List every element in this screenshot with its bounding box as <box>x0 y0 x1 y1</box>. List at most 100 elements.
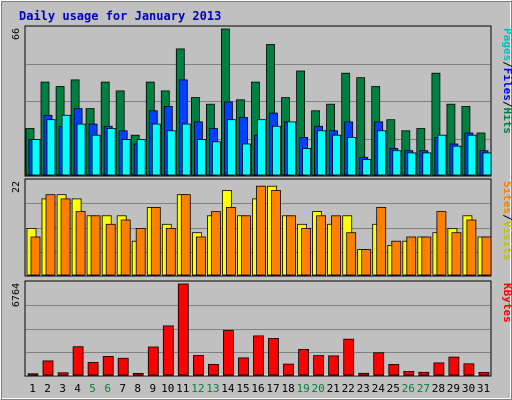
panel-3: 6764 KBytes <box>11 280 512 377</box>
x-tick-day-14: 14 <box>221 382 235 395</box>
bar-pages-day-23 <box>362 159 372 176</box>
bar-pages-day-3 <box>61 114 71 176</box>
bar-pages-day-31 <box>482 152 492 176</box>
bar-kbytes-day-22 <box>343 338 355 376</box>
bar-kbytes-day-10 <box>162 325 174 376</box>
bar-pages-day-1 <box>31 139 41 176</box>
x-tick-day-9: 9 <box>149 382 156 395</box>
bar-sites-day-15 <box>241 215 251 276</box>
bar-sites-day-9 <box>150 206 161 276</box>
bar-sites-day-4 <box>75 211 86 276</box>
bar-sites-day-20 <box>316 215 327 276</box>
legend-entry: Visits <box>501 221 512 261</box>
bar-pages-day-19 <box>302 148 312 176</box>
x-tick-day-8: 8 <box>134 382 141 395</box>
bar-pages-day-5 <box>91 134 101 176</box>
bar-sites-day-13 <box>210 211 221 276</box>
x-tick-day-31: 31 <box>477 382 490 395</box>
bar-sites-day-11 <box>180 194 191 276</box>
bar-pages-day-13 <box>211 141 221 176</box>
panel-legend: Pages/Files/Hits <box>501 28 512 134</box>
bar-sites-day-5 <box>90 215 101 276</box>
bar-sites-day-28 <box>436 211 447 276</box>
x-tick-day-12: 12 <box>191 382 204 395</box>
bar-kbytes-day-19 <box>298 348 310 376</box>
bar-kbytes-day-25 <box>388 363 400 376</box>
panel-2: 22 Sites/Visits <box>11 178 512 277</box>
x-tick-labels: 1 2 3 4 5 6 7 8 9 10 11 12 13 14 15 16 17 18 19 20 21 22 23 24 2… <box>29 382 490 395</box>
bar-kbytes-day-30 <box>463 363 475 376</box>
panel-legend: KBytes <box>501 283 512 323</box>
x-tick-day-18: 18 <box>281 382 294 395</box>
bar-sites-day-6 <box>105 223 116 276</box>
bar-pages-day-7 <box>121 139 131 176</box>
x-tick-day-10: 10 <box>161 382 174 395</box>
bar-sites-day-23 <box>361 249 372 276</box>
x-tick-day-5: 5 <box>89 382 96 395</box>
bar-pages-day-10 <box>166 130 176 176</box>
x-tick-day-19: 19 <box>296 382 309 395</box>
bar-pages-day-29 <box>452 145 462 176</box>
legend-entry: / <box>501 214 512 221</box>
bar-pages-day-8 <box>136 139 146 176</box>
bar-kbytes-day-5 <box>87 362 99 376</box>
bar-pages-day-30 <box>467 134 477 176</box>
x-tick-day-15: 15 <box>236 382 249 395</box>
bar-sites-day-29 <box>451 232 462 276</box>
x-tick-day-16: 16 <box>251 382 264 395</box>
bar-kbytes-day-14 <box>222 330 234 376</box>
bar-pages-day-9 <box>151 123 161 176</box>
axis-max-label: 66 <box>11 28 22 40</box>
x-tick-day-27: 27 <box>417 382 430 395</box>
bar-kbytes-day-26 <box>403 370 415 376</box>
x-tick-day-22: 22 <box>342 382 355 395</box>
legend-entry: Pages <box>501 28 512 61</box>
bar-kbytes-day-4 <box>72 346 84 376</box>
bar-sites-day-10 <box>165 228 176 276</box>
legend-entry: / <box>501 61 512 68</box>
bar-sites-day-8 <box>135 228 146 276</box>
bar-pages-day-15 <box>242 143 251 176</box>
bar-kbytes-day-17 <box>268 337 279 376</box>
chart-title: Daily usage for January 2013 <box>19 9 221 23</box>
bar-kbytes-day-16 <box>253 335 264 376</box>
bar-sites-day-31 <box>481 236 492 276</box>
axis-max-label: 22 <box>11 181 22 193</box>
bar-kbytes-day-3 <box>57 372 69 376</box>
bar-pages-day-6 <box>106 128 116 176</box>
bar-pages-day-2 <box>46 119 56 176</box>
bar-kbytes-day-6 <box>102 355 114 376</box>
bar-sites-day-25 <box>391 240 402 276</box>
bar-pages-day-25 <box>392 150 402 176</box>
bar-pages-day-12 <box>196 139 206 176</box>
x-tick-day-24: 24 <box>372 382 386 395</box>
bar-pages-day-11 <box>181 123 191 176</box>
bar-kbytes-day-11 <box>177 283 189 376</box>
bar-sites-day-22 <box>346 232 357 276</box>
x-tick-day-17: 17 <box>266 382 279 395</box>
x-tick-day-3: 3 <box>59 382 66 395</box>
bar-pages-day-21 <box>332 134 342 176</box>
x-tick-day-7: 7 <box>119 382 126 395</box>
x-tick-day-6: 6 <box>104 382 111 395</box>
x-tick-day-25: 25 <box>387 382 400 395</box>
x-tick-day-4: 4 <box>74 382 81 395</box>
bar-sites-day-3 <box>60 198 71 276</box>
bar-sites-day-2 <box>45 194 56 276</box>
bar-kbytes-day-1 <box>27 373 39 376</box>
bar-kbytes-day-24 <box>373 352 385 376</box>
x-tick-day-23: 23 <box>357 382 370 395</box>
bar-kbytes-day-23 <box>358 372 370 376</box>
bar-sites-day-16 <box>256 185 266 276</box>
panels: 66Pages/Files/Hits22Sites/Visits6764KByt… <box>11 25 512 377</box>
x-tick-day-1: 1 <box>29 382 36 395</box>
bar-pages-day-16 <box>257 119 266 176</box>
bar-sites-day-18 <box>286 215 296 276</box>
bar-kbytes-day-8 <box>132 372 144 376</box>
bar-sites-day-26 <box>406 236 417 276</box>
legend-entry: Hits <box>501 108 512 135</box>
bar-kbytes-day-21 <box>328 355 340 376</box>
bar-pages-day-17 <box>272 125 281 176</box>
bar-kbytes-day-12 <box>192 355 204 376</box>
